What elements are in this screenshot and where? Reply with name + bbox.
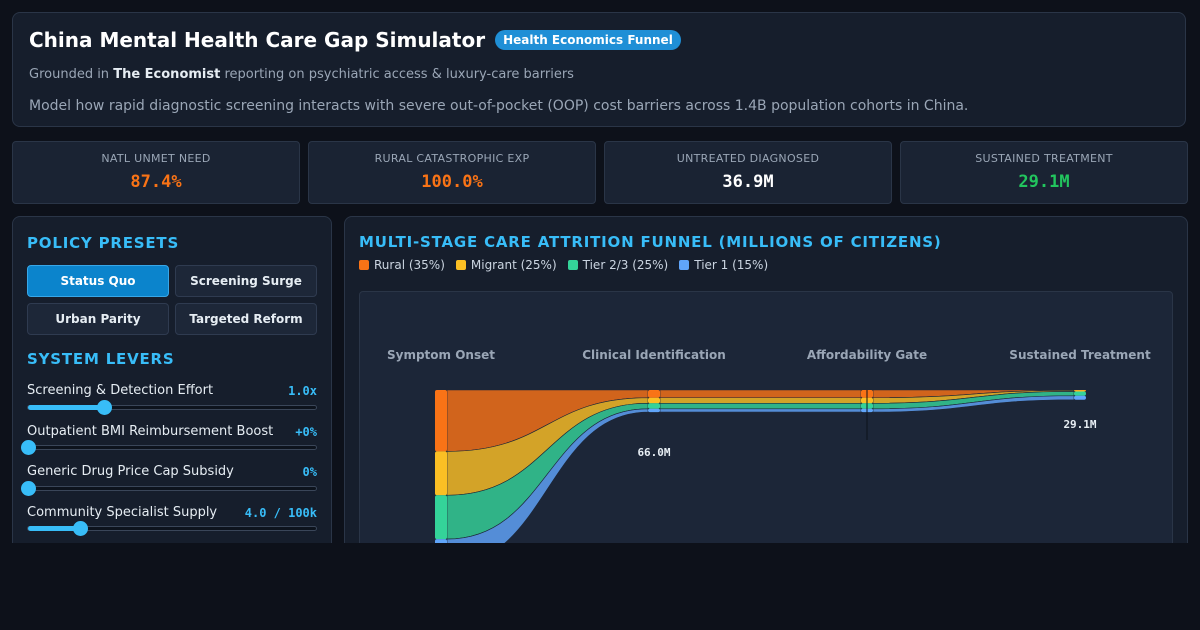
source-name: The Economist <box>113 67 221 82</box>
node-migrant-25-stage-4 <box>1074 390 1086 392</box>
metric-label: NATL UNMET NEED <box>101 152 211 165</box>
bmi-reimbursement-slider[interactable] <box>21 440 317 455</box>
header-panel: China Mental Health Care Gap Simulator H… <box>12 12 1186 127</box>
metric-card-untreated-diagnosed: UNTREATED DIAGNOSED 36.9M <box>604 141 892 204</box>
flow-migrant-25-stage-2 <box>659 397 862 404</box>
category-badge: Health Economics Funnel <box>495 30 681 50</box>
legend-swatch <box>567 260 578 270</box>
metric-card-rural-catastrophic: RURAL CATASTROPHIC EXP 100.0% <box>308 141 596 204</box>
funnel-legend: Rural (35%) Migrant (25%) Tier 2/3 (25%)… <box>359 258 779 272</box>
node-tier-1-15-stage-4 <box>1074 395 1086 400</box>
preset-urban-parity-button[interactable]: Urban Parity <box>27 303 169 335</box>
source-prefix: Grounded in <box>29 67 110 82</box>
preset-screening-surge-button[interactable]: Screening Surge <box>175 265 317 297</box>
legend-label: Tier 2/3 (25%) <box>582 258 669 272</box>
node-rural-35-stage-1 <box>435 390 447 452</box>
flow-tier-1-15-stage-1 <box>446 408 649 560</box>
node-total-clinical-identification: 66.0M <box>637 446 670 459</box>
metric-card-unmet-need: NATL UNMET NEED 87.4% <box>12 141 300 204</box>
node-migrant-25-stage-2 <box>648 397 660 404</box>
lever-value-bmi: +0% <box>295 425 317 439</box>
screening-effort-slider[interactable] <box>27 400 317 415</box>
metric-value: 29.1M <box>1018 172 1070 192</box>
node-rural-35-stage-2 <box>648 390 660 398</box>
legend-item-tier23: Tier 2/3 (25%) <box>567 258 669 272</box>
slider-fill <box>28 526 80 531</box>
specialist-supply-slider[interactable] <box>27 521 317 536</box>
source-line: Grounded in The Economist reporting on p… <box>29 67 574 82</box>
lever-label-bmi: Outpatient BMI Reimbursement Boost <box>27 424 274 439</box>
funnel-title: MULTI-STAGE CARE ATTRITION FUNNEL (MILLI… <box>359 233 942 251</box>
slider-thumb[interactable] <box>72 521 88 536</box>
slider-fill <box>28 405 105 410</box>
node-tier-2-3-25-stage-4 <box>1074 391 1086 396</box>
lever-label-drug-cap: Generic Drug Price Cap Subsidy <box>27 464 234 479</box>
metric-card-sustained-treatment: SUSTAINED TREATMENT 29.1M <box>900 141 1188 204</box>
funnel-panel: MULTI-STAGE CARE ATTRITION FUNNEL (MILLI… <box>344 216 1188 561</box>
slider-thumb[interactable] <box>21 481 36 496</box>
page-footer-blank <box>0 543 1200 630</box>
node-migrant-25-stage-1 <box>435 451 447 496</box>
stage-label-symptom-onset: Symptom Onset <box>387 348 495 362</box>
legend-swatch <box>455 260 466 270</box>
slider-thumb[interactable] <box>97 400 113 415</box>
stage-label-clinical-identification: Clinical Identification <box>582 348 726 362</box>
preset-targeted-reform-button[interactable]: Targeted Reform <box>175 303 317 335</box>
lever-value-specialist: 4.0 / 100k <box>244 506 317 520</box>
controls-panel: POLICY PRESETS Status Quo Screening Surg… <box>12 216 332 556</box>
lever-label-specialist: Community Specialist Supply <box>27 505 218 520</box>
legend-item-migrant: Migrant (25%) <box>455 258 557 272</box>
node-tier-2-3-25-stage-1 <box>435 495 447 540</box>
preset-status-quo-button[interactable]: Status Quo <box>27 265 169 297</box>
legend-swatch <box>679 260 690 270</box>
stage-label-affordability-gate: Affordability Gate <box>807 348 927 362</box>
drug-price-cap-slider[interactable] <box>21 481 317 496</box>
stage-label-sustained-treatment: Sustained Treatment <box>1009 348 1151 362</box>
policy-presets-title: POLICY PRESETS <box>27 234 180 252</box>
flow-tier-1-15-stage-2 <box>659 408 862 413</box>
legend-label: Migrant (25%) <box>470 258 557 272</box>
lever-value-screening: 1.0x <box>288 384 317 398</box>
legend-label: Rural (35%) <box>374 258 445 272</box>
metric-label: RURAL CATASTROPHIC EXP <box>374 152 530 165</box>
node-total-sustained-treatment: 29.1M <box>1063 418 1096 431</box>
node-tier-1-15-stage-2 <box>648 408 660 413</box>
metric-label: UNTREATED DIAGNOSED <box>676 152 820 165</box>
legend-item-tier1: Tier 1 (15%) <box>679 258 768 272</box>
metric-label: SUSTAINED TREATMENT <box>975 152 1113 165</box>
lever-value-drug-cap: 0% <box>302 465 317 479</box>
legend-swatch <box>359 260 369 270</box>
lever-label-screening: Screening & Detection Effort <box>27 383 214 398</box>
funnel-sankey-chart: Symptom Onset Clinical Identification Af… <box>387 348 1151 560</box>
metric-value: 100.0% <box>421 172 483 192</box>
system-levers-title: SYSTEM LEVERS <box>27 350 175 368</box>
metric-value: 87.4% <box>130 172 182 192</box>
flow-tier-2-3-25-stage-2 <box>659 402 862 410</box>
page-description: Model how rapid diagnostic screening int… <box>29 98 969 114</box>
node-tier-2-3-25-stage-2 <box>648 403 660 409</box>
flow-tier-1-15-stage-3 <box>872 395 1075 413</box>
legend-label: Tier 1 (15%) <box>694 258 769 272</box>
metric-value: 36.9M <box>722 172 774 192</box>
legend-item-rural: Rural (35%) <box>359 258 445 272</box>
slider-thumb[interactable] <box>21 440 36 455</box>
funnel-chart-area: Symptom Onset Clinical Identification Af… <box>359 291 1173 561</box>
flow-rural-35-stage-2 <box>659 389 862 399</box>
page-title: China Mental Health Care Gap Simulator <box>29 28 486 52</box>
source-suffix: reporting on psychiatric access & luxury… <box>224 67 574 82</box>
